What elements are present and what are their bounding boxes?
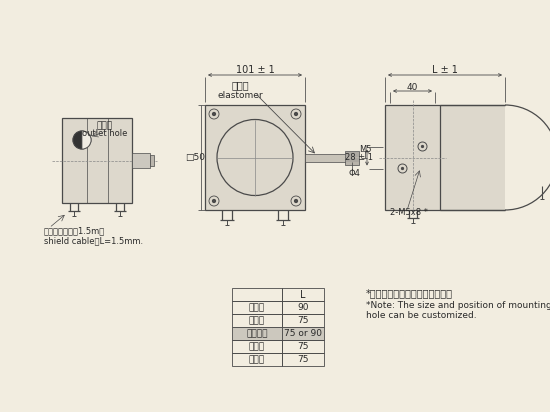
Text: *Note: The size and position of mounting: *Note: The size and position of mounting [366, 300, 550, 309]
Text: 模拟量型: 模拟量型 [246, 329, 268, 338]
Text: 75 or 90: 75 or 90 [284, 329, 322, 338]
Bar [282, 288, 324, 301]
Bar [282, 301, 324, 314]
Text: 75: 75 [297, 342, 309, 351]
Bar [150, 155, 154, 166]
Text: L: L [300, 290, 306, 300]
Circle shape [212, 199, 216, 203]
Circle shape [294, 199, 298, 203]
Bar [62, 118, 132, 203]
Text: 弹性体: 弹性体 [231, 80, 249, 90]
Text: L ± 1: L ± 1 [432, 65, 458, 75]
Text: 40: 40 [407, 82, 418, 91]
Bar [440, 105, 505, 210]
Bar [282, 314, 324, 327]
Bar [282, 340, 324, 353]
Text: 出线孔: 出线孔 [97, 122, 113, 131]
Text: 总线型: 总线型 [249, 355, 265, 364]
Bar [345, 150, 359, 164]
Text: □50: □50 [185, 153, 205, 162]
Text: 75: 75 [297, 355, 309, 364]
Text: hole can be customized.: hole can be customized. [366, 311, 477, 319]
Text: 90: 90 [297, 303, 309, 312]
Text: 电阱型: 电阱型 [249, 303, 265, 312]
Bar [282, 353, 324, 366]
Bar [205, 105, 305, 210]
Bar [232, 340, 282, 353]
Text: Φ4: Φ4 [348, 169, 360, 178]
Text: elastomer: elastomer [217, 91, 263, 100]
Text: 增量型: 增量型 [249, 316, 265, 325]
Text: *注：安装孔大小、位置可定制。: *注：安装孔大小、位置可定制。 [366, 288, 453, 298]
Text: 屏蔽电缆，长度1.5m。: 屏蔽电缆，长度1.5m。 [44, 227, 105, 236]
Text: outlet hole: outlet hole [82, 129, 128, 138]
Bar [282, 327, 324, 340]
Circle shape [402, 168, 404, 169]
Bar [232, 314, 282, 327]
Bar [232, 327, 282, 340]
Bar [232, 353, 282, 366]
Text: 28 ± 1: 28 ± 1 [345, 153, 373, 162]
Text: shield cable，L=1.5mm.: shield cable，L=1.5mm. [44, 236, 143, 246]
Wedge shape [73, 131, 82, 149]
Bar [232, 301, 282, 314]
Circle shape [421, 145, 424, 147]
Circle shape [212, 112, 216, 115]
Text: 101 ± 1: 101 ± 1 [235, 65, 274, 75]
Bar [232, 288, 282, 301]
Bar [132, 153, 150, 168]
Wedge shape [82, 131, 91, 149]
Text: 串行型: 串行型 [249, 342, 265, 351]
Text: M5: M5 [359, 145, 371, 154]
Bar [385, 105, 440, 210]
Text: 2-M5x8 *: 2-M5x8 * [390, 208, 428, 217]
Text: 75: 75 [297, 316, 309, 325]
Circle shape [294, 112, 298, 115]
Circle shape [73, 131, 91, 149]
Bar [305, 154, 355, 162]
